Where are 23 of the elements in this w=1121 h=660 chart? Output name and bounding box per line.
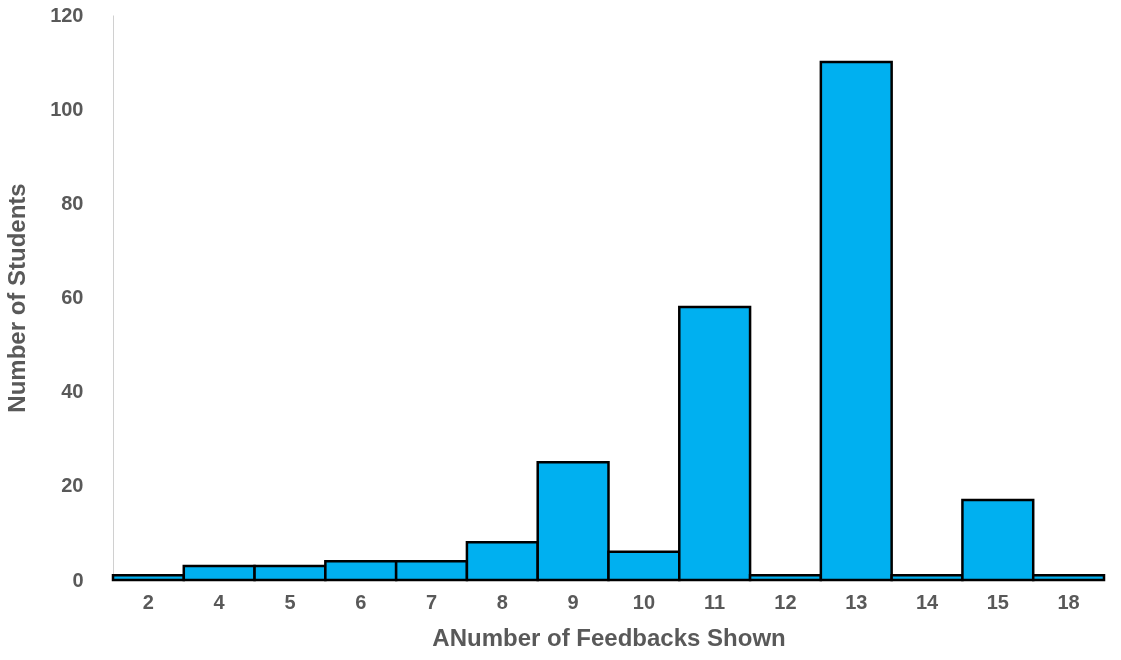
x-tick-label: 14 (915, 590, 940, 613)
x-axis-title: ANumber of Feedbacks Shown (432, 623, 786, 651)
y-tick-label: 40 (61, 380, 84, 403)
y-tick-label: 80 (61, 191, 84, 214)
y-tick-label: 60 (61, 286, 84, 308)
x-tick-label: 9 (567, 590, 579, 613)
x-tick-label: 18 (1057, 590, 1080, 613)
x-tick-label: 7 (425, 590, 438, 613)
y-tick-label: 120 (50, 3, 84, 26)
x-tick-label: 10 (632, 590, 656, 613)
x-tick-label: 12 (774, 590, 797, 613)
x-tick-label: 4 (213, 590, 226, 613)
x-tick-label: 6 (355, 590, 367, 613)
x-tick-label: 8 (496, 590, 508, 613)
y-tick-label: 0 (72, 568, 84, 591)
x-tick-label: 15 (986, 590, 1009, 613)
y-tick-label: 20 (61, 474, 84, 497)
x-tick-label: 2 (142, 590, 154, 613)
y-tick-label: 100 (50, 97, 84, 120)
x-tick-label: 5 (284, 590, 296, 613)
x-tick-label: 11 (704, 590, 726, 613)
y-axis-title: Number of Students (3, 183, 31, 413)
x-tick-label: 13 (845, 590, 868, 613)
